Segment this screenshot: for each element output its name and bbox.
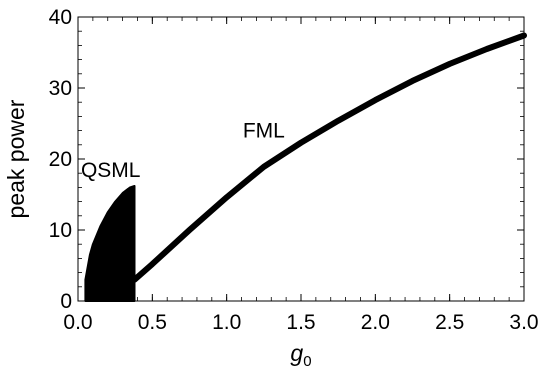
y-tick-label: 0 xyxy=(60,290,72,313)
plot-frame xyxy=(77,16,525,302)
y-tick-label: 40 xyxy=(49,6,72,29)
x-tick-label: 0.5 xyxy=(138,311,167,334)
x-axis-label-main: g xyxy=(290,340,303,366)
plot-data xyxy=(84,32,527,302)
x-tick-label: 1.0 xyxy=(212,311,241,334)
y-axis-label: peak power xyxy=(3,99,29,218)
tick-labels: 0.0 0.5 1.0 1.5 2.0 2.5 3.0 0 10 20 30 40 xyxy=(49,6,539,334)
annotation-qsml: QSML xyxy=(81,159,141,182)
x-axis-label: g0 xyxy=(290,340,311,370)
fml-curve xyxy=(131,32,527,283)
x-tick-label: 3.0 xyxy=(509,311,538,334)
x-axis-label-subscript: 0 xyxy=(303,353,311,370)
annotation-fml: FML xyxy=(243,120,285,143)
x-tick-label: 2.0 xyxy=(361,311,390,334)
y-tick-label: 10 xyxy=(49,219,72,242)
y-tick-label: 30 xyxy=(49,77,72,100)
x-tick-label: 0.0 xyxy=(63,311,92,334)
x-tick-label: 1.5 xyxy=(286,311,315,334)
x-tick-label: 2.5 xyxy=(435,311,464,334)
qsml-region xyxy=(84,185,136,302)
y-tick-label: 20 xyxy=(49,148,72,171)
annotations: QSML FML xyxy=(81,120,285,182)
